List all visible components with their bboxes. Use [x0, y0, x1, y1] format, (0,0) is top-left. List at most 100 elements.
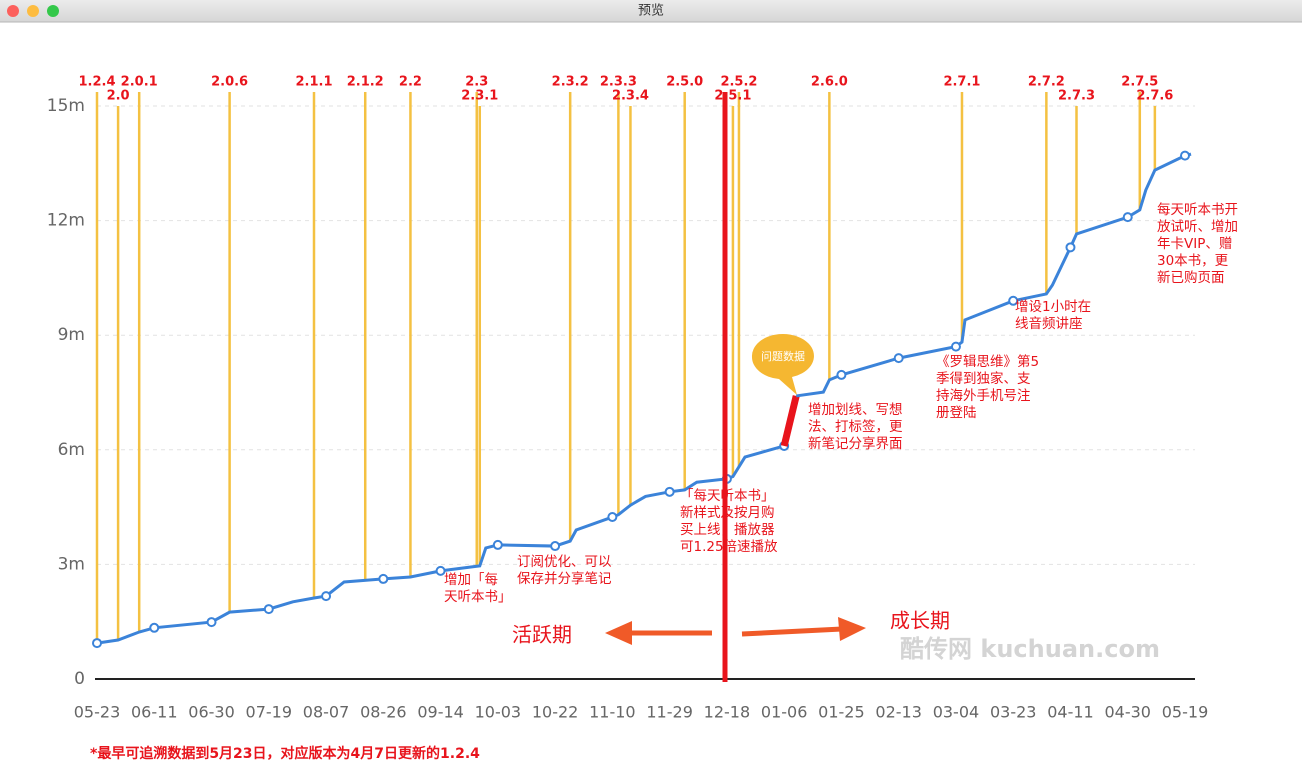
version-label: 2.3.3 [600, 75, 637, 90]
version-label: 2.7.5 [1121, 75, 1158, 90]
annotation: 法、打标签，更 [808, 418, 903, 435]
point-marker [1180, 150, 1190, 161]
annotation: 年卡VIP、赠 [1157, 236, 1232, 252]
annotation: 持海外手机号注 [936, 388, 1031, 404]
annotation: 线音频讲座 [1015, 315, 1083, 332]
version-label: 2.3.1 [461, 89, 498, 104]
annotation: 新笔记分享界面 [808, 435, 903, 452]
x-tick-label: 02-13 [875, 703, 922, 722]
x-tick-label: 01-06 [761, 703, 808, 722]
arrow-right [741, 626, 843, 637]
point-marker [492, 539, 503, 550]
x-tick-label: 08-07 [303, 703, 350, 722]
x-tick-label: 05-19 [1162, 703, 1209, 722]
version-label: 2.0.1 [121, 75, 158, 90]
annotation: 每天听本书开 [1157, 202, 1238, 218]
y-tick-label: 6m [58, 440, 85, 460]
arrow-right-head [838, 617, 866, 641]
x-tick-label: 03-04 [933, 703, 980, 722]
annotation: 季得到独家、支 [936, 370, 1031, 387]
x-tick-label: 04-30 [1104, 703, 1151, 722]
title-bar [0, 0, 1302, 22]
series-line [780, 395, 800, 447]
x-tick-label: 11-29 [646, 703, 693, 722]
point-marker [263, 604, 274, 615]
y-tick-label: 12m [47, 211, 85, 231]
arrow-left-head [605, 621, 632, 645]
point-marker [435, 565, 446, 576]
point-marker [950, 341, 961, 352]
annotation: 保存并分享笔记 [517, 570, 612, 587]
annotation: 30本书，更 [1157, 253, 1229, 269]
version-label: 2.0 [107, 89, 130, 104]
annotation: 可1.25倍速播放 [680, 539, 778, 555]
point-marker [378, 573, 389, 584]
x-tick-label: 03-23 [990, 703, 1037, 722]
point-marker [149, 622, 160, 633]
y-tick-label: 15m [47, 96, 85, 116]
close-button[interactable] [7, 5, 19, 17]
version-label: 2.0.6 [211, 75, 248, 90]
annotation: 天听本书」 [444, 589, 512, 605]
annotation: 放试听、增加 [1157, 219, 1238, 235]
x-tick-label: 10-22 [532, 703, 579, 722]
minimize-button[interactable] [27, 5, 39, 17]
point-marker [664, 486, 675, 497]
version-label: 2.2 [399, 75, 422, 90]
point-marker [893, 353, 904, 364]
x-tick-label: 05-23 [74, 703, 121, 722]
x-tick-label: 06-11 [131, 703, 178, 722]
version-label: 2.6.0 [811, 75, 848, 90]
x-tick-label: 04-11 [1047, 703, 1094, 722]
annotation: 《罗辑思维》第5 [936, 353, 1039, 370]
callout-bubble [751, 333, 814, 395]
point-marker [1008, 295, 1019, 306]
x-tick-label: 12-18 [704, 703, 751, 722]
annotation: 增加划线、写想 [808, 402, 903, 418]
version-label: 2.5.1 [714, 89, 751, 104]
x-tick-label: 09-14 [417, 703, 464, 722]
x-tick-label: 06-30 [188, 703, 235, 722]
version-label: 2.7.1 [943, 75, 980, 90]
point-marker [92, 638, 102, 649]
version-label: 1.2.4 [78, 75, 115, 90]
zoom-button[interactable] [47, 5, 59, 17]
footnote: *最早可追溯数据到5月23日，对应版本为4月7日更新的1.2.4 [90, 745, 480, 762]
version-label: 2.1.1 [295, 75, 332, 90]
annotation: 增设1小时在 [1015, 299, 1091, 315]
annotation: 订阅优化、可以 [517, 554, 612, 570]
annotation: 册登陆 [936, 405, 977, 421]
point-marker [321, 591, 332, 602]
annotation: 新已购页面 [1157, 270, 1225, 286]
x-tick-label: 10-03 [475, 703, 522, 722]
version-label: 2.5.0 [666, 75, 703, 90]
version-label: 2.3.4 [612, 89, 649, 104]
y-tick-label: 0 [74, 669, 85, 689]
version-label: 2.7.6 [1136, 89, 1173, 104]
point-marker [1122, 212, 1133, 223]
plot: 15m 12m 9m 6m 3m 0 05-23 06-11 06-30 07-19 08-07 08… [47, 75, 1238, 722]
y-tick-label: 9m [58, 325, 85, 345]
point-marker [206, 617, 217, 628]
y-tick-label: 3m [58, 554, 85, 574]
window-title: 预览 [638, 3, 664, 19]
point-marker [836, 369, 847, 380]
annotation: 增加「每 [444, 572, 498, 588]
period-label: 成长期 [890, 609, 950, 633]
period-label: 活跃期 [512, 623, 572, 647]
version-label: 2.7.2 [1028, 75, 1065, 90]
point-marker [607, 512, 618, 523]
point-marker [1065, 242, 1076, 253]
version-label: 2.3 [465, 75, 488, 90]
point-marker [550, 541, 561, 552]
x-tick-label: 07-19 [246, 703, 293, 722]
version-label: 2.5.2 [720, 75, 757, 90]
x-tick-label: 08-26 [360, 703, 407, 722]
version-label: 2.7.3 [1058, 89, 1095, 104]
version-label: 2.1.2 [347, 75, 384, 90]
callout-text: 问题数据 [761, 349, 805, 363]
x-tick-label: 11-10 [589, 703, 636, 722]
version-label: 2.3.2 [552, 75, 589, 90]
series-line [96, 444, 785, 645]
